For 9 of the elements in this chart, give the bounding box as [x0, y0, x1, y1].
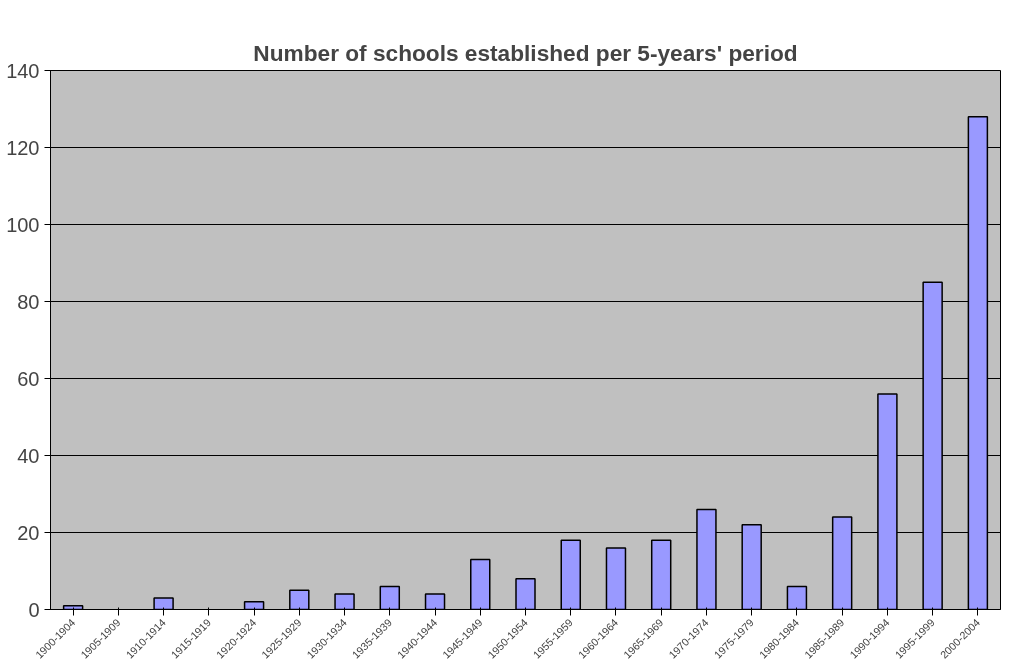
y-tick-label: 0 — [28, 598, 40, 621]
y-tick-label: 80 — [17, 290, 40, 313]
y-tick-label: 20 — [17, 521, 40, 544]
y-tick-label: 120 — [6, 136, 40, 159]
y-tick-label: 60 — [17, 367, 40, 390]
y-tick-label: 40 — [17, 444, 40, 467]
y-tick-label: 100 — [6, 213, 40, 236]
chart-title: Number of schools established per 5-years' period — [253, 39, 798, 66]
y-tick-label: 140 — [6, 59, 40, 82]
